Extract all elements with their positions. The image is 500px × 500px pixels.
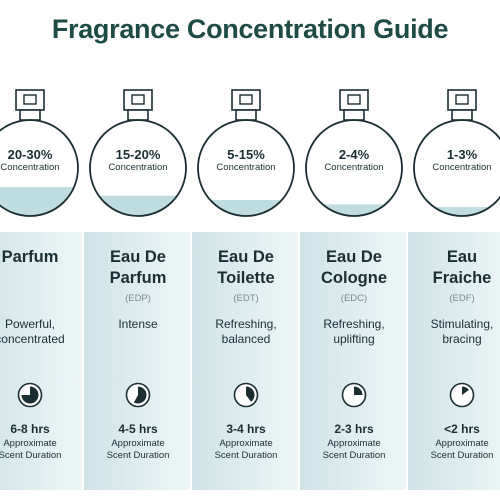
bottle-cap-inner: [23, 94, 37, 105]
scent-duration-label: Approximate Scent Duration: [106, 438, 170, 461]
fragrance-column: 20-30% Concentration Parfum Powerful, co…: [0, 0, 84, 500]
column-band: [192, 232, 298, 490]
column-band: [0, 232, 82, 490]
fragrance-name: Eau De Parfum: [84, 247, 192, 289]
fragrance-name: Eau De Cologne: [300, 247, 408, 289]
fragrance-name-line1: Eau De: [218, 248, 274, 266]
fragrance-column: 5-15% Concentration Eau De Toilette (EDT…: [192, 0, 300, 500]
fragrance-description: Intense: [118, 317, 158, 331]
bottle-cap-inner: [455, 94, 469, 105]
fragrance-description: Powerful, concentrated: [0, 317, 65, 346]
scent-duration-label: Approximate Scent Duration: [322, 438, 386, 461]
fragrance-description: Stimulating, bracing: [430, 317, 494, 346]
scent-duration: 4-5 hrs: [118, 422, 158, 436]
column-band: [84, 232, 190, 490]
fragrance-abbreviation: (EDC): [340, 293, 368, 304]
perfume-bottle-icon: [89, 89, 187, 217]
column-backgrounds: [0, 232, 500, 490]
scent-duration-label: Approximate Scent Duration: [430, 438, 494, 461]
concentration-value: 2-4%: [338, 147, 370, 162]
scent-duration-label: Approximate Scent Duration: [0, 438, 62, 461]
bottle-liquid: [414, 206, 500, 216]
fragrance-description: Refreshing, balanced: [215, 317, 277, 346]
fragrance-abbreviation: (EDP): [125, 293, 151, 304]
timer-fill: [21, 386, 39, 404]
concentration-label: Concentration: [216, 162, 276, 173]
bottle-cap-inner: [239, 94, 253, 105]
bottle-neck: [451, 109, 473, 121]
concentration-label: Concentration: [324, 162, 384, 173]
timer-fill: [246, 386, 255, 402]
fragrance-description: Refreshing, uplifting: [323, 317, 385, 346]
bottle-neck: [19, 109, 41, 121]
concentration-value: 20-30%: [7, 147, 53, 162]
pie-timer-icon: [233, 382, 259, 408]
bottle-liquid: [90, 195, 186, 216]
concentration-label: Concentration: [108, 162, 168, 173]
bottle-neck: [343, 109, 365, 121]
concentration-label: Concentration: [0, 162, 60, 173]
fragrance-column: 2-4% Concentration Eau De Cologne (EDC) …: [300, 0, 408, 500]
column-band: [408, 232, 500, 490]
pie-timer-icon: [17, 382, 43, 408]
bottle-cap-inner: [347, 94, 361, 105]
fragrance-name: Eau Fraiche: [408, 247, 500, 289]
fragrance-name: Eau De Toilette: [192, 247, 300, 289]
bottle-body: [89, 119, 187, 217]
timer-fill: [354, 386, 363, 395]
bottle-neck: [235, 109, 257, 121]
fragrance-column: 1-3% Concentration Eau Fraiche (EDF) Sti…: [408, 0, 500, 500]
fragrance-name-line1: Eau De: [110, 248, 166, 266]
scent-duration: 3-4 hrs: [226, 422, 266, 436]
bottle-body: [197, 119, 295, 217]
perfume-bottle-icon: [0, 89, 79, 217]
fragrance-name-line2: Toilette: [217, 269, 275, 287]
pie-timer-icon: [125, 382, 151, 408]
fragrance-name-line1: Eau De: [326, 248, 382, 266]
fragrance-abbreviation: (EDF): [449, 293, 475, 304]
fragrance-name-line2: Fraiche: [432, 269, 492, 287]
scent-duration: 6-8 hrs: [10, 422, 50, 436]
perfume-bottle-icon: [197, 89, 295, 217]
scent-duration: <2 hrs: [444, 422, 480, 436]
fragrance-name-line2: Parfum: [109, 269, 167, 287]
bottle-liquid: [306, 204, 402, 216]
fragrance-name-line1: Parfum: [1, 248, 59, 266]
concentration-label: Concentration: [432, 162, 492, 173]
fragrance-column: 15-20% Concentration Eau De Parfum (EDP)…: [84, 0, 192, 500]
column-band: [300, 232, 406, 490]
scent-duration: 2-3 hrs: [334, 422, 374, 436]
fragrance-name-line2: Cologne: [321, 269, 387, 287]
concentration-value: 5-15%: [227, 147, 265, 162]
concentration-value: 1-3%: [446, 147, 478, 162]
perfume-bottle-icon: [305, 89, 403, 217]
scent-duration-label: Approximate Scent Duration: [214, 438, 278, 461]
fragrance-name: Parfum: [0, 247, 84, 268]
timer-fill: [133, 386, 147, 404]
bottle-body: [0, 119, 79, 217]
bottle-body: [305, 119, 403, 217]
fragrance-abbreviation: (EDT): [233, 293, 259, 304]
bottle-cap-inner: [131, 94, 145, 105]
fragrance-name-line1: Eau: [446, 248, 478, 266]
bottle-neck: [127, 109, 149, 121]
page-title: Fragrance Concentration Guide: [51, 14, 449, 44]
perfume-bottle-icon: [413, 89, 500, 217]
concentration-value: 15-20%: [115, 147, 161, 162]
bottle-body: [413, 119, 500, 217]
timer-fill: [462, 386, 469, 395]
pie-timer-icon: [341, 382, 367, 408]
pie-timer-icon: [449, 382, 475, 408]
